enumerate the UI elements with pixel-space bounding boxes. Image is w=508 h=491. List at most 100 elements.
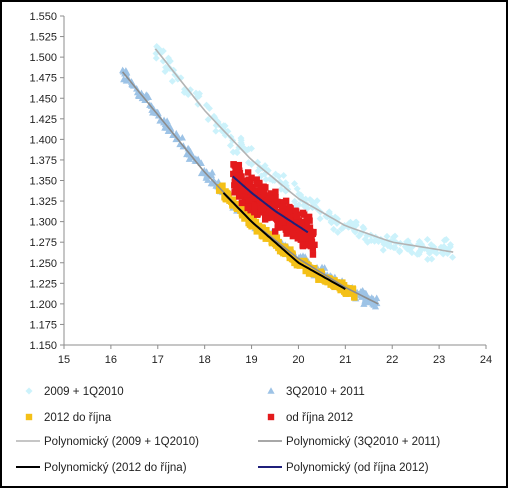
legend: 2009 + 1Q2010 3Q2010 + 2011 2012 do října o… bbox=[16, 386, 440, 474]
y-tick-label: 1.175 bbox=[29, 319, 57, 331]
data-point bbox=[134, 91, 143, 99]
data-point bbox=[263, 226, 270, 234]
data-point bbox=[280, 172, 288, 180]
data-point bbox=[161, 67, 169, 75]
data-point bbox=[302, 224, 310, 231]
data-point bbox=[241, 215, 248, 222]
data-point bbox=[245, 176, 252, 184]
data-point bbox=[207, 171, 216, 178]
y-tick-label: 1.375 bbox=[29, 155, 57, 167]
data-point bbox=[327, 281, 334, 288]
data-point bbox=[306, 224, 314, 231]
data-point bbox=[240, 206, 247, 214]
data-point bbox=[355, 232, 363, 240]
y-tick-label: 1.475 bbox=[29, 73, 57, 85]
data-point bbox=[212, 127, 220, 135]
data-point bbox=[251, 209, 258, 216]
data-point bbox=[233, 163, 240, 171]
data-point bbox=[156, 116, 164, 124]
data-point bbox=[197, 159, 205, 166]
data-point bbox=[226, 141, 234, 149]
data-point bbox=[280, 249, 287, 257]
data-point bbox=[282, 179, 290, 187]
data-point bbox=[309, 230, 317, 238]
x-tick-label: 22 bbox=[386, 354, 398, 366]
trendline-2 bbox=[222, 192, 346, 290]
data-point bbox=[303, 221, 310, 228]
data-point bbox=[287, 254, 295, 262]
data-point bbox=[174, 75, 182, 83]
data-point bbox=[439, 250, 447, 258]
data-point bbox=[423, 236, 431, 244]
data-point bbox=[302, 235, 309, 242]
trendline-0 bbox=[154, 48, 454, 253]
data-point bbox=[233, 149, 241, 157]
data-point bbox=[204, 115, 212, 123]
data-point bbox=[271, 205, 279, 213]
legend-marker bbox=[267, 413, 275, 421]
y-tick-label: 1.150 bbox=[29, 340, 57, 352]
data-point bbox=[281, 243, 289, 250]
data-point bbox=[232, 183, 239, 191]
data-point bbox=[221, 127, 229, 135]
data-point bbox=[230, 170, 237, 178]
legend-label: Polynomický (3Q2010 + 2011) bbox=[286, 436, 440, 448]
data-point bbox=[299, 209, 307, 217]
data-point bbox=[259, 224, 266, 231]
data-point bbox=[209, 176, 218, 184]
x-tick-label: 15 bbox=[58, 354, 70, 366]
data-point bbox=[286, 207, 293, 215]
legend-label: Polynomický (2009 + 1Q2010) bbox=[44, 436, 199, 448]
data-point bbox=[302, 267, 309, 275]
scatter-chart: 1.150 1.175 1.200 1.225 1.250 1.275 1.300 1.325… bbox=[16, 11, 492, 474]
data-point bbox=[277, 224, 285, 231]
data-point bbox=[244, 169, 252, 176]
legend-label: Polynomický (od října 2012) bbox=[286, 462, 429, 474]
data-point bbox=[272, 188, 279, 196]
data-point bbox=[251, 203, 258, 210]
data-point bbox=[261, 210, 269, 218]
data-point bbox=[327, 218, 335, 226]
data-point bbox=[274, 216, 281, 224]
data-point bbox=[295, 224, 303, 232]
data-point bbox=[248, 223, 255, 230]
data-point bbox=[306, 228, 313, 235]
data-point bbox=[295, 190, 303, 198]
y-tick-label: 1.450 bbox=[29, 93, 57, 105]
data-point bbox=[183, 150, 191, 158]
data-point bbox=[237, 134, 245, 142]
data-point bbox=[446, 243, 454, 251]
y-tick-label: 1.400 bbox=[29, 134, 57, 146]
x-tick-label: 18 bbox=[199, 354, 211, 366]
data-point bbox=[364, 238, 372, 246]
data-point bbox=[244, 203, 251, 211]
data-point bbox=[319, 276, 326, 283]
y-tick-label: 1.300 bbox=[29, 217, 57, 229]
data-point bbox=[279, 203, 286, 210]
legend-label: 2009 + 1Q2010 bbox=[44, 386, 124, 398]
data-point bbox=[274, 198, 281, 206]
y-tick-label: 1.225 bbox=[29, 278, 57, 290]
legend-label: Polynomický (2012 do října) bbox=[44, 462, 187, 474]
data-point bbox=[144, 93, 152, 100]
data-points bbox=[119, 42, 457, 310]
data-point bbox=[309, 251, 317, 258]
data-point bbox=[262, 175, 270, 183]
data-point bbox=[225, 192, 232, 199]
y-tick-label: 1.200 bbox=[29, 299, 57, 311]
data-point bbox=[152, 54, 160, 62]
data-point bbox=[380, 240, 388, 248]
data-point bbox=[305, 238, 313, 245]
data-point bbox=[440, 236, 448, 244]
data-point bbox=[366, 298, 374, 306]
data-point bbox=[426, 249, 434, 257]
legend-marker bbox=[25, 387, 33, 395]
x-tick-label: 20 bbox=[292, 354, 304, 366]
data-point bbox=[275, 213, 282, 220]
data-point bbox=[194, 100, 202, 108]
data-point bbox=[272, 194, 279, 201]
data-point bbox=[413, 250, 421, 258]
data-point bbox=[302, 230, 309, 237]
data-point bbox=[275, 172, 283, 180]
data-point bbox=[166, 57, 174, 65]
